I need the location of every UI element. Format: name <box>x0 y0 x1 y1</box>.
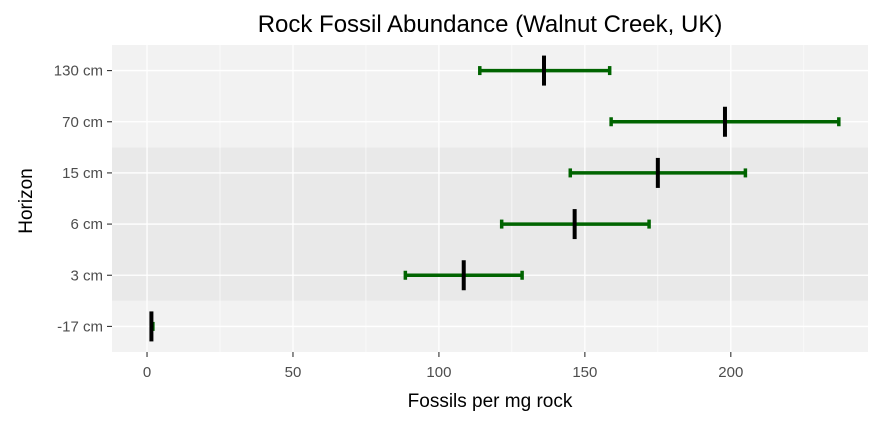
x-tick-label: 100 <box>426 364 451 381</box>
chart-title: Rock Fossil Abundance (Walnut Creek, UK) <box>258 11 723 38</box>
errorbar-group <box>609 106 841 137</box>
y-tick-label: 3 cm <box>70 267 103 284</box>
panel-band <box>112 45 868 148</box>
errorbar-group <box>499 209 651 240</box>
y-tick-label: 70 cm <box>62 114 103 131</box>
x-tick-label: 150 <box>572 364 597 381</box>
y-tick-label: 6 cm <box>70 216 103 233</box>
y-tick-label: 130 cm <box>54 63 103 80</box>
y-tick-label: -17 cm <box>57 318 103 335</box>
data-marks <box>149 55 841 342</box>
y-axis-title: Horizon <box>16 168 37 233</box>
panel-background-bands <box>112 45 868 352</box>
x-axis-title: Fossils per mg rock <box>408 391 573 412</box>
y-axis: -17 cm 3 cm 6 cm 15 cm 70 cm 130 cm <box>54 63 112 335</box>
errorbar-group <box>478 55 612 86</box>
x-tick-label: 0 <box>143 364 151 381</box>
x-tick-label: 50 <box>285 364 302 381</box>
errorbar-group <box>403 260 524 291</box>
errorbar-group <box>149 311 155 342</box>
x-tick-label: 200 <box>718 364 743 381</box>
x-axis: 0 50 100 150 200 <box>143 352 743 381</box>
errorbar-group <box>568 157 748 188</box>
y-tick-label: 15 cm <box>62 165 103 182</box>
